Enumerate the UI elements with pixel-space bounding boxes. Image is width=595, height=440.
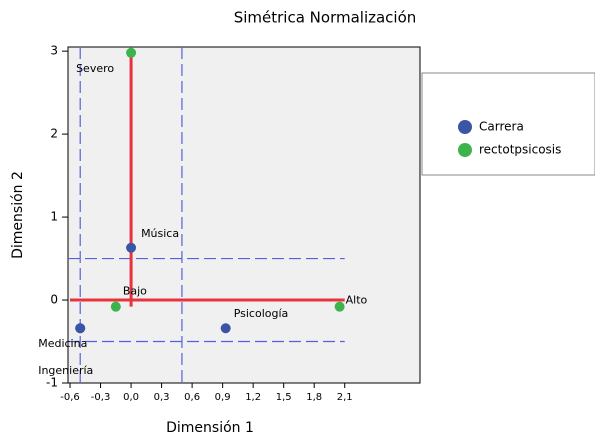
legend — [421, 72, 595, 176]
plot-area — [67, 46, 421, 384]
x-tick-label: 0,3 — [154, 392, 170, 403]
x-tick-label: 0,0 — [123, 392, 139, 403]
point-label: Psicología — [234, 307, 289, 320]
x-tick-label: 0,9 — [215, 392, 231, 403]
point — [220, 323, 231, 334]
point — [334, 301, 345, 312]
y-axis-title: Dimensión 2 — [10, 171, 26, 259]
point — [126, 242, 137, 253]
point — [110, 301, 121, 312]
x-tick-label: 1,5 — [276, 392, 292, 403]
y-tick-label: 0 — [50, 293, 58, 307]
point-label: Severo — [76, 62, 114, 75]
x-tick-label: 1,2 — [245, 392, 261, 403]
y-tick-label: 1 — [50, 210, 58, 224]
point-label: Medicina — [38, 337, 87, 350]
point-label: Alto — [346, 294, 368, 307]
x-tick-label: 1,8 — [306, 392, 322, 403]
x-tick-label: 2,1 — [337, 392, 353, 403]
point-label: Música — [141, 227, 179, 240]
legend-label: Carrera — [479, 120, 524, 134]
point — [126, 47, 137, 58]
legend-marker — [458, 120, 472, 134]
point-label: Ingeniería — [38, 364, 93, 377]
y-tick-label: -1 — [46, 376, 58, 390]
legend-label: rectotpsicosis — [479, 143, 561, 157]
x-tick-label: -0,6 — [60, 392, 80, 403]
chart-title: Simétrica Normalización — [234, 9, 417, 27]
y-tick-label: 3 — [50, 44, 58, 58]
point-label: Bajo — [123, 285, 147, 298]
x-axis-title: Dimensión 1 — [166, 420, 254, 436]
x-tick-label: 0,6 — [184, 392, 200, 403]
point — [75, 323, 86, 334]
legend-marker — [458, 143, 472, 157]
y-tick-label: 2 — [50, 127, 58, 141]
x-tick-label: -0,3 — [91, 392, 111, 403]
